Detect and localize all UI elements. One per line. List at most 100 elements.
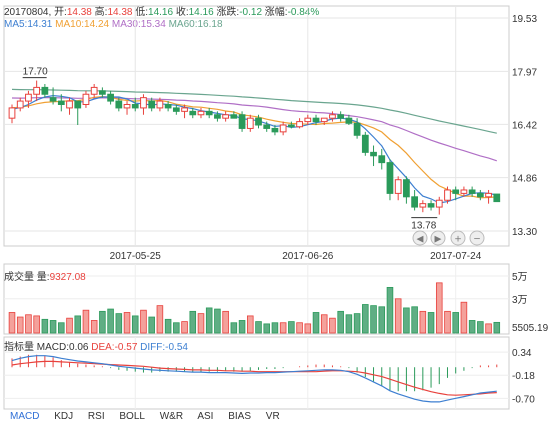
candle-body <box>74 100 82 109</box>
diff-line <box>11 355 497 403</box>
dea-line <box>11 360 497 396</box>
tab-asi[interactable]: ASI <box>197 411 214 422</box>
zoom-out-icon[interactable]: − <box>469 230 485 246</box>
tab-boll[interactable]: BOLL <box>119 411 145 422</box>
candle-body <box>115 100 123 109</box>
candle-body <box>345 117 353 124</box>
control-glyph: − <box>473 235 481 245</box>
macd-header-label: 指标量 <box>4 342 34 353</box>
candle-body <box>403 179 410 198</box>
volume-bar <box>8 312 16 334</box>
candle-body <box>66 100 73 109</box>
tab-vr[interactable]: VR <box>265 411 280 422</box>
volume-label: 成交量 <box>4 272 34 283</box>
candle-body <box>452 189 460 194</box>
volume-bar <box>82 309 90 334</box>
candle-body <box>287 124 295 128</box>
volume-bar <box>49 320 57 334</box>
control-circle <box>412 230 428 246</box>
control-glyph: ▶ <box>435 235 442 245</box>
candle-body <box>304 117 312 123</box>
candle-body <box>255 117 262 126</box>
price-y-tick-label: 14.86 <box>512 174 537 185</box>
volume-bar <box>222 310 229 334</box>
volume-bar <box>444 310 451 334</box>
candle-body <box>230 114 238 119</box>
low-annotation: 13.78 <box>411 221 436 232</box>
change-value: -0.12 <box>239 7 263 18</box>
ma10-line <box>11 95 497 199</box>
panel-frame <box>3 336 510 410</box>
volume-bar <box>140 309 147 334</box>
left-arrow-icon[interactable]: ◀ <box>412 230 428 246</box>
candle-body <box>476 192 484 198</box>
macd-value: MACD:0.06 <box>36 342 89 353</box>
volume-bar <box>345 314 353 334</box>
change-label: 涨跌: <box>216 7 240 18</box>
candle-body <box>444 189 451 201</box>
tab-macd[interactable]: MACD <box>10 411 40 422</box>
price-header: 20170804, 开:14.38 高:14.38 低:14.16 收:14.1… <box>4 7 320 18</box>
ma30-legend: MA30:15.34 <box>111 19 166 30</box>
volume-bar <box>107 308 114 334</box>
tab-wr[interactable]: W&R <box>159 411 184 422</box>
low-value: 14.16 <box>148 7 174 18</box>
candle-body <box>131 103 139 109</box>
candle-body <box>197 110 205 116</box>
candle-body <box>435 199 443 208</box>
candle-body <box>214 114 221 119</box>
volume-value-label: 量: <box>36 272 50 283</box>
volume-y-tick-label: 5万 <box>512 272 528 283</box>
close-label: 收: <box>175 7 189 18</box>
volume-bar <box>411 306 418 334</box>
volume-bar <box>164 318 172 334</box>
control-circle <box>430 230 446 246</box>
candle-body <box>411 196 418 208</box>
candle-body <box>25 93 32 102</box>
volume-bar <box>66 317 73 334</box>
control-glyph: + <box>454 235 462 245</box>
volume-bar <box>148 316 155 334</box>
candle-body <box>8 107 16 119</box>
indicator-tabs: MACD KDJ RSI BOLL W&R ASI BIAS VR <box>10 411 292 422</box>
candle-body <box>164 103 172 109</box>
tab-bias[interactable]: BIAS <box>228 411 252 422</box>
macd-y-tick-label: -0.70 <box>512 394 535 405</box>
tab-kdj[interactable]: KDJ <box>54 411 74 422</box>
volume-bar <box>173 322 180 334</box>
volume-bar <box>460 301 468 334</box>
pct-label: 涨幅: <box>264 7 288 18</box>
panel-frame <box>3 5 510 247</box>
candle-body <box>485 192 492 198</box>
volume-bar <box>131 315 139 334</box>
candle-body <box>82 93 90 105</box>
high-annotation: 17.70 <box>23 67 48 78</box>
zoom-in-icon[interactable]: + <box>450 230 466 246</box>
volume-bar <box>181 321 188 334</box>
volume-bar <box>214 308 221 334</box>
volume-bar <box>419 310 427 334</box>
volume-bar <box>16 316 24 334</box>
control-circle <box>469 230 485 246</box>
pct-value: -0.84% <box>287 7 320 18</box>
right-arrow-icon[interactable]: ▶ <box>430 230 446 246</box>
candle-body <box>16 100 24 109</box>
macd-y-tick-label: -0.18 <box>512 371 535 382</box>
volume-y-tick-label: 5505.19 <box>512 323 549 334</box>
candle-body <box>468 189 476 194</box>
tab-rsi[interactable]: RSI <box>87 411 105 422</box>
candle-body <box>246 117 254 129</box>
high-label: 高: <box>94 7 108 18</box>
candle-body <box>493 193 501 203</box>
volume-bar <box>197 313 205 334</box>
price-y-tick-label: 19.53 <box>512 14 537 25</box>
volume-bar <box>312 312 320 334</box>
volume-bar <box>230 322 238 334</box>
candle-body <box>107 93 114 102</box>
volume-bar <box>279 322 287 334</box>
volume-bar <box>115 313 123 334</box>
volume-bar <box>255 321 262 334</box>
volume-bar <box>189 310 197 334</box>
volume-bar <box>25 314 32 334</box>
